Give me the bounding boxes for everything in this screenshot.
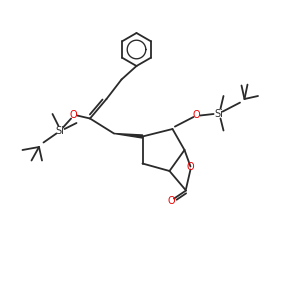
Text: O: O [187, 161, 194, 172]
Text: Si: Si [214, 109, 224, 119]
Text: O: O [70, 110, 77, 121]
Polygon shape [114, 134, 143, 138]
Text: Si: Si [56, 125, 64, 136]
Text: O: O [167, 196, 175, 206]
Text: O: O [193, 110, 200, 121]
